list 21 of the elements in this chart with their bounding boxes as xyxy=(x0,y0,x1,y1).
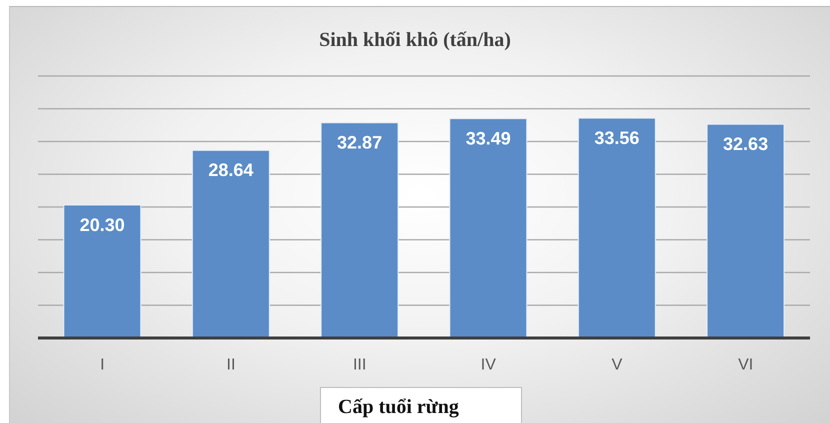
bar xyxy=(320,122,399,338)
x-tick-label: II xyxy=(226,356,236,374)
data-label: 32.63 xyxy=(723,134,768,154)
bar xyxy=(578,118,656,338)
data-label: 33.56 xyxy=(594,128,640,148)
x-axis-title: Cấp tuổi rừng xyxy=(338,396,459,419)
x-tick-label: III xyxy=(352,356,366,374)
data-label: 33.49 xyxy=(466,128,511,148)
x-tick-label: I xyxy=(100,356,105,374)
data-label: 20.30 xyxy=(80,214,125,235)
bar xyxy=(449,118,528,338)
x-tick-label: V xyxy=(612,356,623,374)
chart-title: Sinh khối khô (tấn/ha) xyxy=(318,29,512,52)
label-frame: Cấp tuổi rừng xyxy=(320,387,522,423)
bar xyxy=(63,204,142,338)
x-tick-label: VI xyxy=(738,356,754,374)
x-tick-label: IV xyxy=(480,356,496,374)
data-label: 32.87 xyxy=(337,132,382,152)
data-label: 28.64 xyxy=(208,160,254,180)
bar xyxy=(192,150,270,338)
bar xyxy=(706,124,785,338)
